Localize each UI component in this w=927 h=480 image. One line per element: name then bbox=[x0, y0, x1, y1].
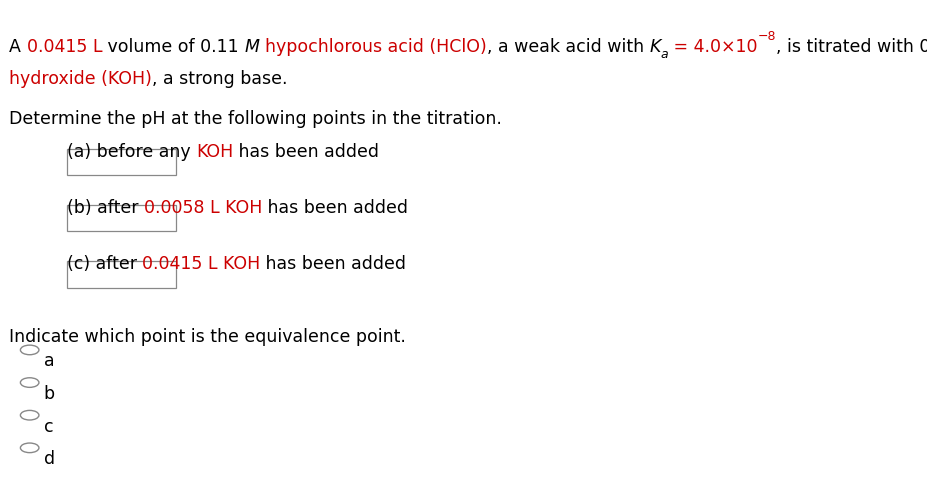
Text: 0.0058 L KOH: 0.0058 L KOH bbox=[144, 199, 262, 217]
Text: has been added: has been added bbox=[262, 199, 408, 217]
Text: has been added: has been added bbox=[233, 143, 379, 161]
Text: b: b bbox=[44, 385, 55, 403]
Text: hydroxide (KOH): hydroxide (KOH) bbox=[9, 70, 152, 88]
Text: hypochlorous acid (HClO): hypochlorous acid (HClO) bbox=[265, 38, 487, 56]
Text: volume of 0.11: volume of 0.11 bbox=[102, 38, 245, 56]
Text: Indicate which point is the equivalence point.: Indicate which point is the equivalence … bbox=[9, 328, 406, 347]
Text: −8: −8 bbox=[757, 30, 776, 43]
Text: Determine the pH at the following points in the titration.: Determine the pH at the following points… bbox=[9, 110, 502, 128]
Text: a: a bbox=[661, 48, 668, 61]
Text: (c) after: (c) after bbox=[67, 255, 142, 274]
Text: d: d bbox=[44, 450, 55, 468]
Text: = 4.0×10: = 4.0×10 bbox=[668, 38, 757, 56]
Text: , a weak acid with: , a weak acid with bbox=[487, 38, 649, 56]
Text: a: a bbox=[44, 352, 54, 371]
Text: KOH: KOH bbox=[196, 143, 233, 161]
Text: (b) after: (b) after bbox=[67, 199, 144, 217]
Text: , is titrated with 0.11: , is titrated with 0.11 bbox=[776, 38, 927, 56]
Text: 0.0415 L KOH: 0.0415 L KOH bbox=[142, 255, 260, 274]
Text: M: M bbox=[245, 38, 260, 56]
Text: (a) before any: (a) before any bbox=[67, 143, 196, 161]
Text: has been added: has been added bbox=[260, 255, 407, 274]
Text: , a strong base.: , a strong base. bbox=[152, 70, 287, 88]
Text: c: c bbox=[44, 418, 53, 436]
Text: K: K bbox=[649, 38, 661, 56]
Text: 0.0415 L: 0.0415 L bbox=[27, 38, 102, 56]
Text: A: A bbox=[9, 38, 27, 56]
